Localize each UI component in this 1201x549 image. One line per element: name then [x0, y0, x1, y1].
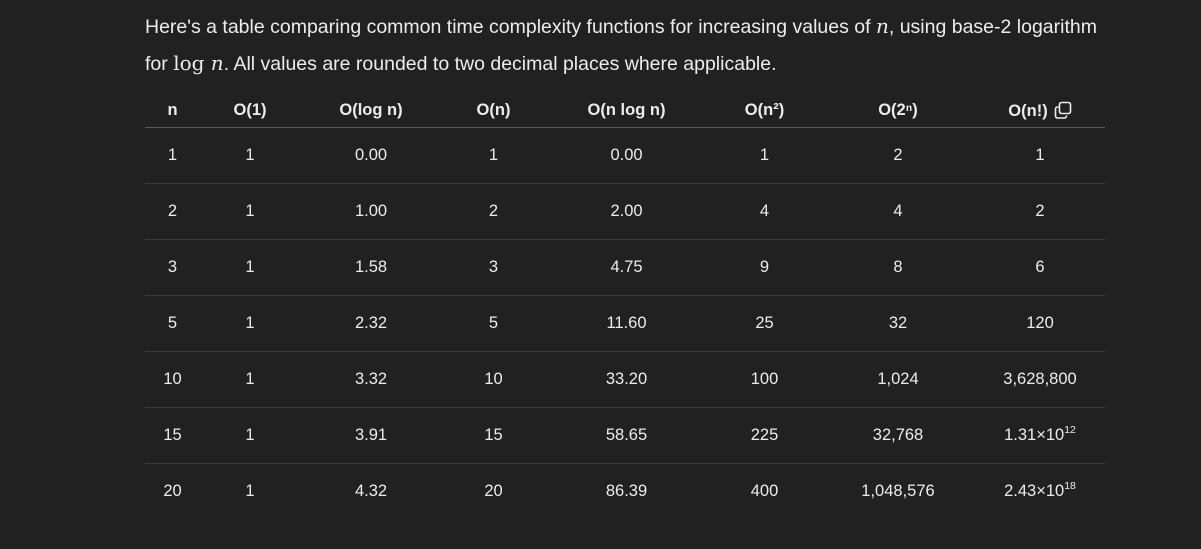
- chat-message: Here's a table comparing common time com…: [145, 8, 1105, 519]
- math-n: n: [210, 51, 224, 75]
- cell-on: 5: [442, 295, 545, 352]
- cell-on2: 400: [750, 482, 779, 500]
- table-row: 5 1 2.32 5 11.60 25 32 120: [145, 295, 1105, 352]
- cell-onfact: 120: [975, 295, 1105, 352]
- intro-text-3: . All values are rounded to two decimal …: [223, 53, 777, 75]
- cell-on2: 4: [708, 183, 821, 240]
- cell-o2n: 8: [821, 239, 975, 296]
- table-row: 15 1 3.91 15 58.65 225 32,768 1.31×1012: [145, 407, 1105, 464]
- cell-onlogn: 4.75: [545, 239, 708, 296]
- cell-onlogn: 11.60: [545, 295, 708, 352]
- cell-ologn: 1.58: [300, 239, 442, 296]
- cell-n: 10: [145, 351, 200, 408]
- cell-onfact-exponent: 12: [1064, 424, 1076, 436]
- cell-n: 15: [145, 407, 200, 464]
- cell-n: 20: [163, 482, 182, 500]
- intro-text-1: Here's a table comparing common time com…: [145, 16, 876, 38]
- table-row: 1 1 0.00 1 0.00 1 2 1: [145, 127, 1105, 184]
- cell-o1: 1: [200, 295, 300, 352]
- cell-o1: 1: [200, 407, 300, 464]
- cell-ologn: 0.00: [300, 127, 442, 184]
- cell-on2: 100: [708, 351, 821, 408]
- cell-n: 3: [145, 239, 200, 296]
- cell-on: 1: [442, 127, 545, 184]
- cell-on: 15: [442, 407, 545, 464]
- cell-o1: 1: [200, 351, 300, 408]
- table-row: 20 1 4.32 20 86.39 400 1,048,576 2.43×10…: [145, 464, 1105, 520]
- table-header-row: n O(1) O(log n) O(n) O(n log n) O(n²) O(…: [145, 94, 1105, 128]
- cell-onlogn: 86.39: [605, 482, 648, 500]
- header-o2n: O(2ⁿ): [821, 94, 975, 128]
- cell-onfact-mantissa: 1.31×10: [1004, 426, 1065, 444]
- cell-onfact: 3,628,800: [975, 351, 1105, 408]
- cell-on2: 225: [708, 407, 821, 464]
- cell-onlogn: 0.00: [545, 127, 708, 184]
- copy-icon[interactable]: [1054, 101, 1072, 119]
- header-onfact-label: O(n!): [1008, 101, 1048, 120]
- cell-n: 5: [145, 295, 200, 352]
- header-onfact: O(n!): [975, 94, 1105, 128]
- cell-on2: 1: [708, 127, 821, 184]
- cell-ologn: 3.32: [300, 351, 442, 408]
- header-o1: O(1): [200, 94, 300, 128]
- cell-ologn: 4.32: [354, 482, 388, 500]
- cell-onfact: 2: [975, 183, 1105, 240]
- cell-o2n: 2: [821, 127, 975, 184]
- cell-on2: 9: [708, 239, 821, 296]
- header-ologn: O(log n): [300, 94, 442, 128]
- cell-o2n: 1,024: [821, 351, 975, 408]
- cell-ologn: 2.32: [300, 295, 442, 352]
- cell-o2n: 4: [821, 183, 975, 240]
- cell-onfact: 6: [975, 239, 1105, 296]
- cell-o1: 1: [245, 482, 255, 500]
- table-row: 2 1 1.00 2 2.00 4 4 2: [145, 183, 1105, 240]
- cell-ologn: 1.00: [300, 183, 442, 240]
- cell-o1: 1: [200, 127, 300, 184]
- cell-onlogn: 2.00: [545, 183, 708, 240]
- cell-onlogn: 58.65: [545, 407, 708, 464]
- cell-o2n: 32,768: [821, 407, 975, 464]
- cell-onfact-exponent: 18: [1064, 480, 1076, 492]
- cell-onfact-mantissa: 2.43×10: [1004, 482, 1065, 500]
- intro-paragraph: Here's a table comparing common time com…: [145, 8, 1105, 82]
- table-row: 3 1 1.58 3 4.75 9 8 6: [145, 239, 1105, 296]
- complexity-table: n O(1) O(log n) O(n) O(n log n) O(n²) O(…: [145, 94, 1105, 519]
- cell-on: 3: [442, 239, 545, 296]
- header-n: n: [145, 94, 200, 128]
- cell-n: 2: [145, 183, 200, 240]
- intro-text-2: , using base-2 logarithm for: [145, 16, 1097, 75]
- header-onlogn: O(n log n): [545, 94, 708, 128]
- cell-ologn: 3.91: [300, 407, 442, 464]
- table-row: 10 1 3.32 10 33.20 100 1,024 3,628,800: [145, 351, 1105, 408]
- cell-on: 20: [484, 482, 503, 500]
- cell-onlogn: 33.20: [545, 351, 708, 408]
- cell-o1: 1: [200, 239, 300, 296]
- cell-onfact: 1.31×1012: [975, 407, 1105, 464]
- cell-on: 10: [442, 351, 545, 408]
- cell-on: 2: [442, 183, 545, 240]
- cell-o2n: 32: [821, 295, 975, 352]
- math-n: n: [875, 14, 889, 38]
- header-on2: O(n²): [708, 94, 821, 128]
- cell-o1: 1: [200, 183, 300, 240]
- cell-n: 1: [145, 127, 200, 184]
- math-log: log: [173, 51, 211, 75]
- cell-o2n: 1,048,576: [861, 482, 935, 500]
- cell-on2: 25: [708, 295, 821, 352]
- header-on: O(n): [442, 94, 545, 128]
- cell-onfact: 2.43×1018: [975, 464, 1105, 520]
- cell-onfact: 1: [975, 127, 1105, 184]
